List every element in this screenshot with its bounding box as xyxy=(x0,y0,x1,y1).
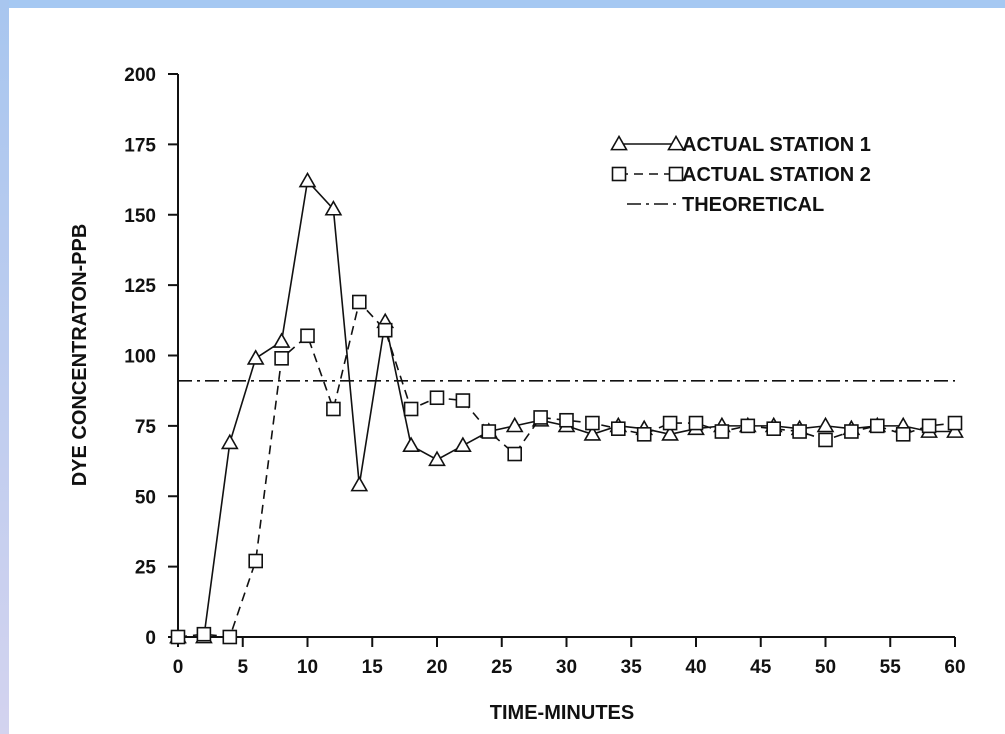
data-point xyxy=(921,418,937,434)
data-point xyxy=(377,322,393,338)
data-point xyxy=(740,418,756,434)
data-point xyxy=(350,475,369,492)
legend-item: ACTUAL STATION 1 xyxy=(610,134,871,156)
data-point xyxy=(895,427,911,442)
x-tick-label: 50 xyxy=(815,657,836,678)
data-point xyxy=(507,446,523,462)
data-point xyxy=(272,332,291,348)
data-point xyxy=(324,200,343,216)
data-point xyxy=(196,626,212,642)
data-point xyxy=(585,415,600,431)
legend-label: ACTUAL STATION 1 xyxy=(682,134,871,156)
y-tick-label: 50 xyxy=(135,487,156,508)
data-point xyxy=(533,410,548,425)
y-tick-label: 150 xyxy=(124,206,156,227)
data-point xyxy=(170,629,186,645)
data-point xyxy=(455,393,471,408)
x-tick-label: 10 xyxy=(297,657,318,678)
plot-area: 0 5 10 15 20 25 30 35 40 45 50 55 60 0 25 50 75 100 125 150… xyxy=(124,65,965,678)
data-point xyxy=(662,415,678,431)
x-tick-label: 45 xyxy=(750,657,772,678)
data-point xyxy=(429,390,445,406)
x-tick-label: 30 xyxy=(556,657,577,678)
data-point xyxy=(220,433,239,450)
y-axis-title: DYE CONCENTRATON-PPB xyxy=(69,224,91,487)
series-line xyxy=(178,179,955,638)
data-point xyxy=(636,427,652,442)
x-tick-label: 40 xyxy=(685,657,706,678)
x-tick-label: 60 xyxy=(944,657,965,678)
x-tick-label: 55 xyxy=(880,657,902,678)
data-point xyxy=(300,328,315,344)
y-tick-label: 100 xyxy=(124,347,156,368)
data-point xyxy=(505,416,524,433)
data-point xyxy=(583,425,602,441)
y-tick-label: 125 xyxy=(124,276,156,297)
series-actual-station-2 xyxy=(170,294,963,645)
data-point xyxy=(818,432,833,448)
data-point xyxy=(559,412,574,428)
x-axis-title: TIME-MINUTES xyxy=(490,702,634,724)
data-point xyxy=(428,450,446,467)
data-point xyxy=(326,401,341,417)
legend-item: ACTUAL STATION 2 xyxy=(611,164,871,186)
y-tick-label: 200 xyxy=(124,65,156,86)
data-point xyxy=(222,629,238,645)
x-tick-label: 15 xyxy=(362,657,384,678)
series-line xyxy=(177,300,956,638)
legend-marker xyxy=(667,134,685,151)
data-point xyxy=(248,553,263,569)
x-tick-label: 20 xyxy=(426,657,447,678)
left-border xyxy=(0,0,9,734)
x-tick-label: 5 xyxy=(237,657,248,678)
data-point xyxy=(298,171,317,188)
x-tick-label: 25 xyxy=(491,657,513,678)
data-point xyxy=(844,424,859,439)
data-point xyxy=(688,415,704,431)
data-point xyxy=(766,421,782,436)
y-tick-label: 175 xyxy=(124,135,156,156)
x-tick-label: 0 xyxy=(173,657,184,678)
data-point xyxy=(454,436,472,453)
data-point xyxy=(946,422,964,438)
data-point xyxy=(481,424,497,439)
legend-label: ACTUAL STATION 2 xyxy=(682,164,871,186)
data-point xyxy=(661,425,679,441)
data-point xyxy=(403,401,419,417)
data-point xyxy=(610,421,626,436)
data-point xyxy=(351,294,367,310)
legend-label: THEORETICAL xyxy=(682,194,824,216)
data-point xyxy=(947,415,963,431)
data-point xyxy=(869,418,885,434)
data-point xyxy=(792,424,807,439)
top-border xyxy=(0,0,1005,8)
y-tick-label: 75 xyxy=(135,417,157,438)
legend-marker xyxy=(611,166,627,182)
data-point xyxy=(714,424,730,439)
x-tick-label: 35 xyxy=(621,657,643,678)
data-point xyxy=(816,416,835,433)
legend-marker xyxy=(610,134,628,151)
data-point xyxy=(402,436,420,453)
series-actual-station-1 xyxy=(169,171,964,644)
y-tick-label: 25 xyxy=(135,558,157,579)
legend: ACTUAL STATION 1 ACTUAL STATION 2 THEORETI… xyxy=(610,134,871,216)
legend-item: THEORETICAL xyxy=(627,194,824,216)
data-point xyxy=(274,351,289,366)
legend-marker xyxy=(668,166,684,182)
data-point xyxy=(246,349,265,365)
y-tick-label: 0 xyxy=(145,628,156,649)
